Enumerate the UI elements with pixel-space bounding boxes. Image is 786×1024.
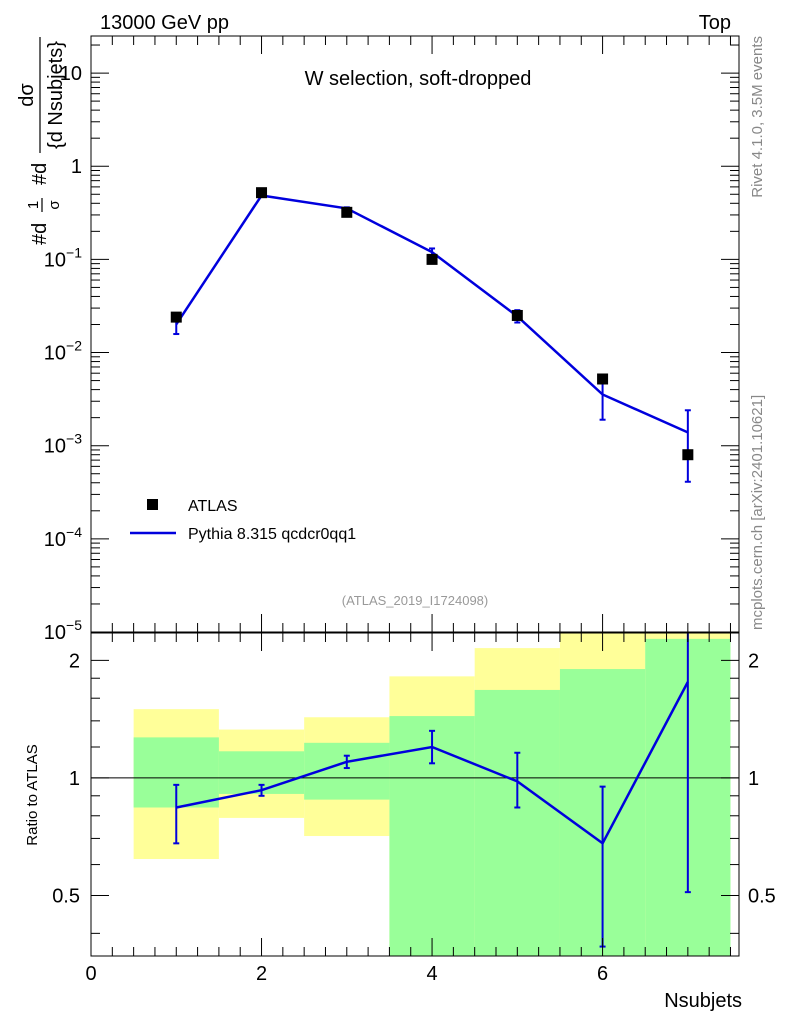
rivet-label: Rivet 4.1.0, 3.5M events (749, 36, 766, 198)
data-point (682, 449, 694, 461)
ratio-band-inner (474, 689, 560, 956)
ratio-panel-frame (90, 632, 740, 957)
ratio-y-tick-label: 1 (69, 768, 80, 790)
y-axis-label: #d 1 σ #d dσ {d Nsubjets} (16, 37, 67, 245)
svg-text:#d: #d (29, 163, 51, 185)
header-right: Top (699, 12, 731, 34)
ratio-y-tick-label: 2 (69, 650, 80, 672)
svg-text:{d Nsubjets}: {d Nsubjets} (45, 41, 67, 149)
header-left: 13000 GeV pp (100, 12, 229, 34)
legend-data-marker (147, 499, 158, 510)
y-tick-label: 10−3 (44, 431, 82, 458)
x-tick-label: 6 (597, 963, 608, 985)
data-point (256, 187, 268, 199)
x-tick-label: 2 (256, 963, 267, 985)
legend-data-label: ATLAS (188, 498, 238, 515)
y-tick-label: 1 (71, 156, 82, 178)
y-tick-label: 10−2 (44, 338, 82, 365)
data-point (597, 373, 609, 385)
chart-title: W selection, soft-dropped (305, 68, 532, 90)
main-panel: 10−5 10−4 10−3 10−2 10−1 1 10 W selection, sof… (16, 35, 740, 644)
ratio-y-tick-label-right: 1 (748, 768, 759, 790)
legend: ATLAS Pythia 8.315 qcdcr0qq1 (130, 498, 356, 543)
x-tick-label: 0 (85, 963, 96, 985)
ratio-y-tick-label-right: 2 (748, 650, 759, 672)
svg-text:1: 1 (25, 201, 42, 209)
y-tick-label: 10−1 (44, 244, 82, 271)
data-point (426, 253, 438, 265)
data-point (511, 309, 523, 321)
data-point (341, 206, 353, 218)
ratio-panel: 0.5 0.5 1 1 2 2 0 2 4 6 Ratio to ATLAS Nsubjets (24, 632, 776, 1012)
analysis-id: (ATLAS_2019_I1724098) (342, 593, 488, 608)
ratio-y-tick-label: 0.5 (52, 886, 80, 908)
mcplots-label: mcplots.cern.ch [arXiv:2401.10621] (749, 395, 766, 630)
x-axis-label: Nsubjets (664, 990, 742, 1012)
x-tick-label: 4 (426, 963, 437, 985)
legend-mc-label: Pythia 8.315 qcdcr0qq1 (188, 526, 356, 543)
main-panel-frame (90, 35, 740, 633)
data-point (170, 311, 182, 323)
ratio-y-axis-label: Ratio to ATLAS (24, 744, 41, 845)
ratio-y-tick-label-right: 0.5 (748, 886, 776, 908)
y-tick-label: 10 (60, 63, 82, 85)
y-tick-label: 10−4 (44, 524, 82, 551)
svg-text:#d: #d (29, 223, 51, 245)
y-tick-label: 10−5 (44, 617, 82, 644)
svg-text:σ: σ (46, 200, 63, 210)
svg-text:dσ: dσ (16, 83, 38, 107)
mc-line (175, 194, 689, 434)
